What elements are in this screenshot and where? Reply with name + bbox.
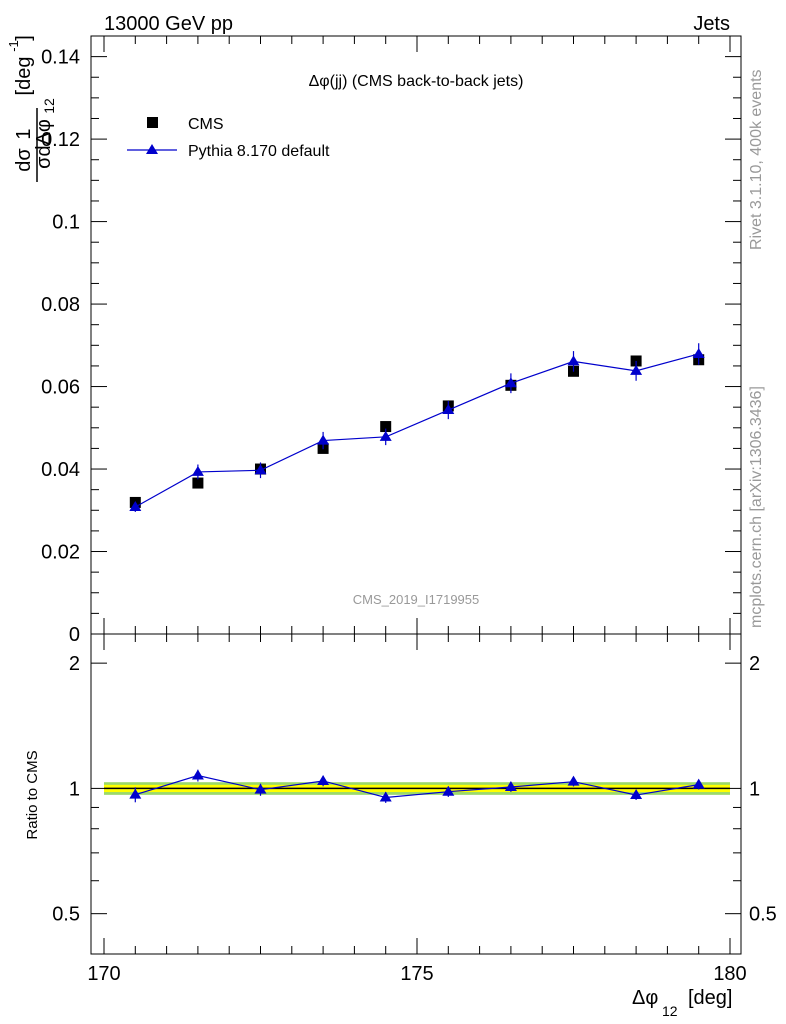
ratio-y-tick-label-right: 1	[749, 778, 760, 800]
y-tick-label: 0	[69, 624, 80, 646]
chart-title: Δφ(jj) (CMS back-to-back jets)	[309, 73, 524, 90]
rivet-label: Rivet 3.1.10, 400k events	[748, 69, 765, 250]
y-tick-label: 0.02	[41, 542, 80, 564]
legend: CMS Pythia 8.170 default	[127, 116, 330, 160]
y-tick-label: 0.06	[41, 377, 80, 399]
ratio-point	[254, 783, 267, 794]
y-tick-label: 0.12	[41, 129, 80, 151]
mc-point	[504, 377, 517, 388]
mc-line	[135, 353, 699, 508]
legend-cms-marker	[147, 117, 158, 128]
ratio-point	[504, 780, 517, 791]
ratio-y-tick-label-right: 0.5	[749, 904, 777, 926]
header-left: 13000 GeV pp	[104, 13, 233, 35]
legend-mc-label: Pythia 8.170 default	[188, 143, 330, 160]
mc-point	[254, 464, 267, 475]
legend-cms-label: CMS	[188, 116, 224, 133]
mcplots-label: mcplots.cern.ch [arXiv:1306.3436]	[748, 386, 765, 628]
ratio-mc-line	[135, 774, 699, 799]
ratio-point	[442, 785, 455, 796]
ratio-point	[317, 774, 330, 785]
y-label-unit-close: ]	[13, 35, 35, 41]
x-tick-label: 175	[400, 963, 433, 985]
mc-point	[129, 500, 142, 511]
mc-point	[442, 404, 455, 415]
ratio-y-tick-label: 0.5	[52, 904, 80, 926]
ratio-plot: 170 175 180 0.5 0.5 1 1 2 2	[52, 634, 777, 985]
x-tick-label: 170	[87, 963, 120, 985]
x-tick-label: 180	[713, 963, 746, 985]
ratio-point	[630, 789, 643, 800]
y-label-unit: [deg	[13, 57, 35, 96]
ratio-point	[379, 791, 392, 802]
mc-point	[692, 347, 705, 358]
mc-point	[630, 364, 643, 375]
y-label-den: σdΔφ	[33, 119, 55, 169]
y-label-unit-sup: -1	[6, 40, 21, 52]
ratio-point	[191, 769, 204, 780]
ratio-y-tick-label: 1	[69, 778, 80, 800]
y-label-den-sub: 12	[41, 98, 57, 114]
watermark: CMS_2019_I1719955	[353, 592, 480, 607]
ratio-point	[567, 775, 580, 786]
upper-plot: 0 0.02 0.04 0.06 0.08 0.1 0.12 0.14	[41, 35, 741, 646]
y-tick-label: 0.1	[52, 212, 80, 234]
y-label-num: 1	[13, 128, 35, 139]
x-label-unit: [deg]	[688, 987, 732, 1009]
y-tick-label: 0.04	[41, 459, 80, 481]
legend-mc-marker	[146, 144, 158, 154]
y-tick-label: 0.08	[41, 294, 80, 316]
y-tick-label: 0.14	[41, 47, 80, 69]
y-axis-label-upper: 1 dσ σdΔφ 12 [deg -1 ]	[6, 35, 57, 182]
cms-point	[380, 421, 392, 433]
x-axis-label: Δφ 12 [deg]	[632, 987, 732, 1019]
ratio-frame	[90, 633, 742, 955]
ratio-y-tick-label-right: 2	[749, 653, 760, 675]
y-label-dsigma: dσ	[13, 148, 35, 172]
ratio-point	[692, 778, 705, 789]
x-label-sub: 12	[662, 1003, 678, 1019]
ratio-point	[129, 788, 142, 799]
mc-point	[317, 434, 330, 445]
x-label-main: Δφ	[632, 987, 658, 1009]
mc-point	[567, 355, 580, 366]
mc-point	[379, 430, 392, 441]
header-right: Jets	[693, 13, 730, 35]
y-axis-label-ratio: Ratio to CMS	[24, 750, 41, 839]
ratio-y-tick-label: 2	[69, 653, 80, 675]
cms-point	[192, 477, 204, 489]
mc-point	[191, 465, 204, 476]
